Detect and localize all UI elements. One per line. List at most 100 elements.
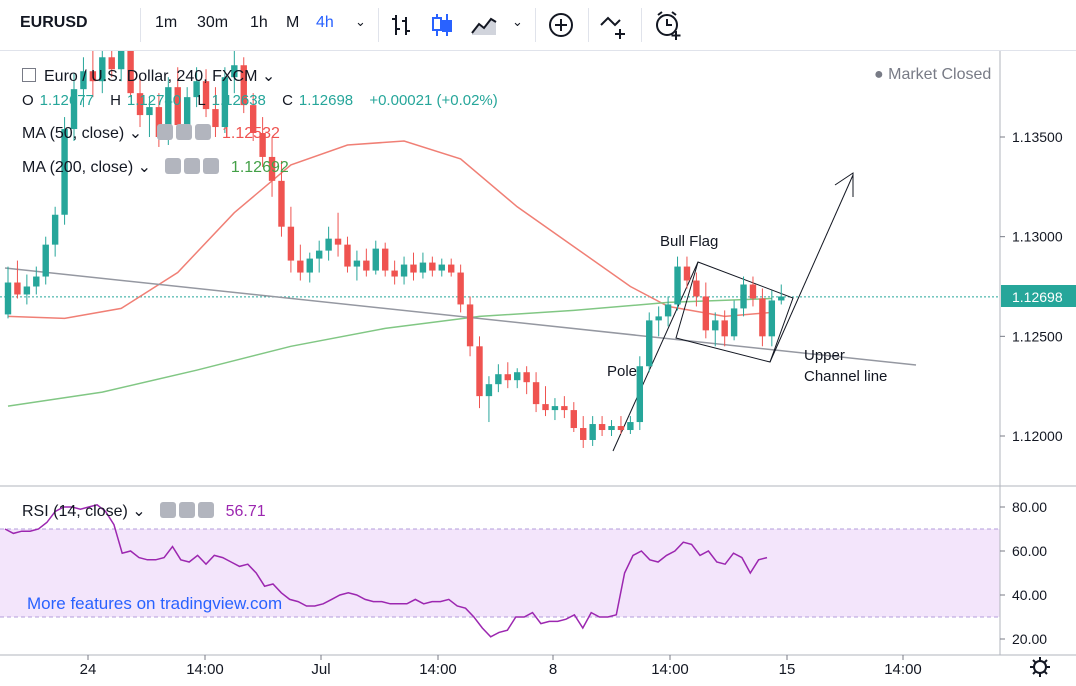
- chart-style-chevron-down-icon[interactable]: ⌄: [512, 14, 523, 29]
- candle: [325, 226, 332, 261]
- rsi-controls[interactable]: [160, 502, 217, 520]
- candle-body: [249, 105, 257, 134]
- rsi-tick-label: 80.00: [1012, 499, 1047, 515]
- rsi-tick-label: 60.00: [1012, 543, 1047, 559]
- ma50-legend[interactable]: MA (50, close) ⌄ 1.12532: [22, 123, 280, 143]
- candle: [99, 51, 106, 94]
- candle: [646, 312, 653, 373]
- candle: [202, 69, 210, 118]
- candle-body: [4, 282, 12, 315]
- chevron-down-icon[interactable]: ⌄: [128, 125, 143, 142]
- candle: [504, 362, 511, 389]
- candle-body: [674, 266, 681, 305]
- candle-body: [136, 93, 144, 116]
- upper-channel-label-1: Upper: [804, 347, 845, 364]
- timeframe-1m[interactable]: 1m: [155, 14, 178, 31]
- candle-body: [33, 276, 40, 287]
- candle: [495, 364, 502, 393]
- settings-gear-icon[interactable]: [1030, 657, 1050, 677]
- candle-style-icon[interactable]: [426, 9, 458, 41]
- collapse-icon[interactable]: [22, 68, 36, 82]
- candle: [174, 67, 181, 134]
- candle-body: [683, 266, 691, 281]
- candle-body: [363, 260, 370, 271]
- timeframe-1h[interactable]: 1h: [250, 14, 268, 31]
- timeframe-30m[interactable]: 30m: [197, 14, 229, 31]
- rsi-band: [0, 528, 1000, 618]
- chevron-down-icon[interactable]: ⌄: [137, 159, 152, 176]
- symbol-search[interactable]: EURUSD: [20, 14, 88, 31]
- candle-body: [80, 71, 87, 90]
- ma50-label: MA (50, close): [22, 125, 125, 142]
- candle: [617, 416, 625, 435]
- ma200-controls[interactable]: [165, 158, 222, 176]
- watermark-link[interactable]: More features on tradingview.com: [27, 594, 283, 613]
- drawings: Bull Flag Pole Upper Channel line: [4, 172, 917, 452]
- area-style-icon[interactable]: [468, 9, 500, 41]
- candle-body: [259, 133, 266, 157]
- candle: [664, 296, 672, 327]
- timeframe-4h[interactable]: 4h: [316, 14, 334, 31]
- bull-flag-label: Bull Flag: [660, 233, 718, 250]
- candle: [730, 300, 738, 341]
- candle: [636, 356, 644, 431]
- candle: [693, 272, 700, 307]
- candle: [759, 288, 766, 347]
- timeframe-month[interactable]: M: [286, 14, 300, 31]
- candle-body: [23, 286, 31, 295]
- price-tick-label: 1.12500: [1012, 328, 1063, 344]
- candle-body: [542, 404, 549, 411]
- time-tick-label: 14:00: [419, 661, 457, 678]
- candle: [33, 266, 40, 295]
- price-chart[interactable]: Bull Flag Pole Upper Channel line 1.1350…: [0, 51, 1076, 686]
- candle-body: [419, 262, 427, 273]
- candle-body: [476, 346, 483, 397]
- time-tick-label: 14:00: [186, 661, 224, 678]
- ma200-label: MA (200, close): [22, 159, 134, 176]
- candle: [61, 117, 68, 225]
- alert-clock-icon[interactable]: [652, 9, 684, 41]
- candle: [315, 240, 323, 273]
- candle: [334, 212, 342, 257]
- rsi-legend[interactable]: RSI (14, close) ⌄ 56.71: [22, 501, 266, 521]
- timeframe-chevron-down-icon[interactable]: ⌄: [355, 14, 366, 29]
- time-tick-label: 24: [80, 661, 97, 678]
- candle: [448, 258, 455, 277]
- candle-body: [730, 308, 738, 337]
- candle-body: [287, 226, 295, 261]
- close-icon: [198, 502, 215, 518]
- candle: [702, 282, 710, 339]
- candle-body: [749, 284, 757, 299]
- chevron-down-icon[interactable]: ⌄: [132, 503, 146, 520]
- candle-body: [325, 238, 332, 251]
- bar-style-icon[interactable]: [386, 9, 418, 41]
- symbol-source: FXCM: [212, 68, 258, 85]
- candle: [117, 51, 125, 82]
- projection-arrow-head: [834, 172, 854, 197]
- candle-body: [353, 260, 361, 267]
- chevron-down-icon[interactable]: ⌄: [261, 68, 276, 85]
- ma200-legend[interactable]: MA (200, close) ⌄ 1.12692: [22, 157, 289, 177]
- compare-icon[interactable]: [598, 9, 630, 41]
- high-value: 1.12740: [126, 92, 182, 109]
- candle-body: [117, 51, 125, 70]
- low-value: 1.12638: [211, 92, 266, 109]
- toolbar-divider: [588, 8, 589, 42]
- price-tick-label: 1.13000: [1012, 229, 1063, 245]
- candle-body: [306, 258, 313, 273]
- ma50-controls[interactable]: [156, 124, 214, 142]
- candle: [598, 416, 606, 436]
- candle: [532, 372, 540, 413]
- candle: [570, 402, 577, 433]
- symbol-legend[interactable]: Euro / U.S. Dollar, 240, FXCM ⌄: [22, 66, 275, 86]
- candle-body: [193, 81, 200, 98]
- indicators-plus-icon[interactable]: [545, 9, 577, 41]
- rsi-line: [4, 503, 768, 638]
- candle: [221, 67, 229, 134]
- candle-body: [514, 372, 521, 381]
- candle-body: [740, 284, 747, 309]
- upper-channel-label-2: Channel line: [804, 368, 887, 385]
- last-price-tag: 1.12698: [1001, 285, 1076, 307]
- candles: [4, 51, 785, 448]
- candle-body: [429, 262, 436, 271]
